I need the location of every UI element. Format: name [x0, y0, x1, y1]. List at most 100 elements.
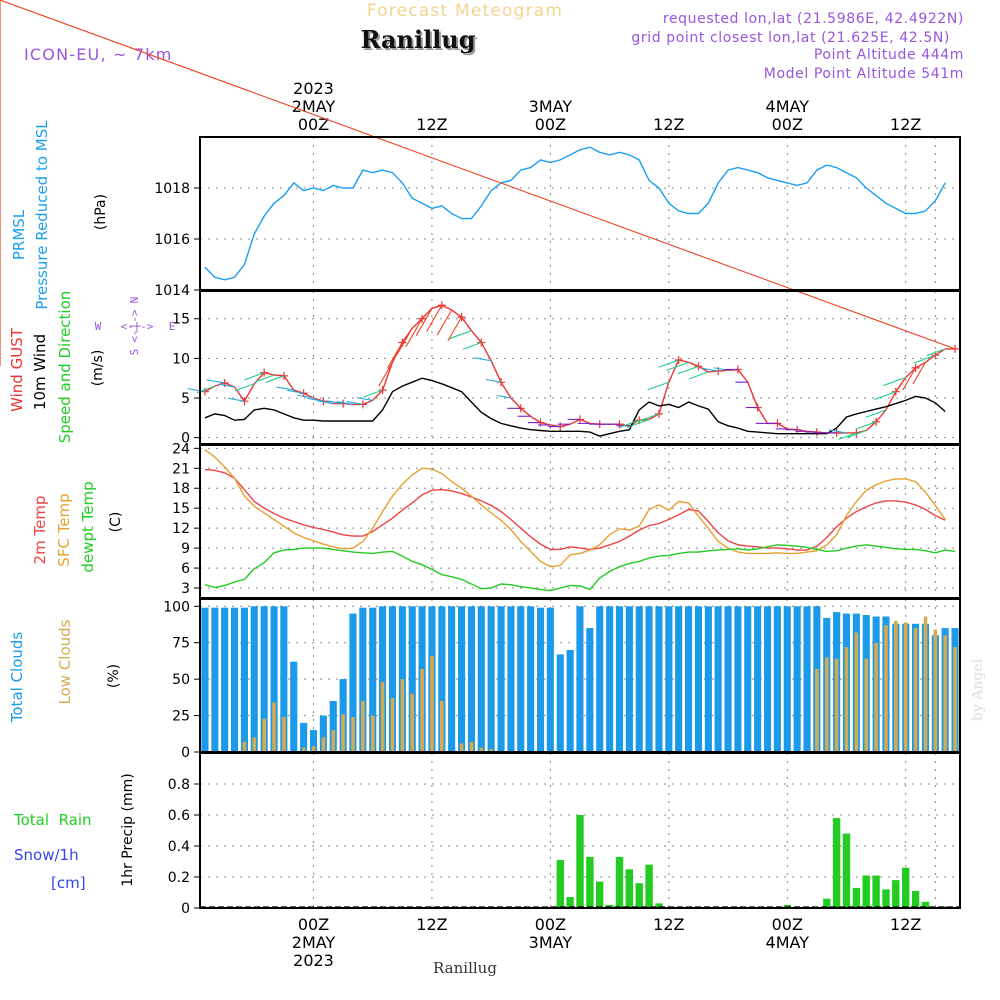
wind-arrow [626, 418, 650, 428]
wind-arrow [447, 316, 463, 342]
total-cloud-bar [764, 606, 772, 752]
wind-arrow [227, 397, 245, 402]
bottom-time-label: 4MAY [766, 933, 810, 952]
top-time-label: 2MAY [292, 97, 336, 116]
wind-arrow [218, 383, 235, 388]
bottom-time-label: 00Z [772, 915, 803, 934]
prmsl-desc-label: Pressure Reduced to MSL [33, 120, 51, 310]
prmsl-unit-label: (hPa) [93, 194, 109, 230]
total-cloud-bar [359, 607, 367, 752]
compass-vertical-arrows: <-|-> [128, 309, 141, 342]
total-cloud-bar [586, 628, 594, 752]
low-cloud-bar [321, 737, 326, 752]
low-cloud-bar [420, 668, 424, 752]
low-clouds-label: Low Clouds [56, 619, 74, 704]
y-tick-label: 15 [172, 312, 190, 328]
total-clouds-label: Total Clouds [8, 632, 26, 724]
bottom-time-label: 2MAY [292, 933, 336, 952]
point-altitude: Point Altitude 444m [814, 47, 964, 63]
total-cloud-bar [448, 606, 456, 752]
snow-unit-label: [cm] [51, 874, 86, 892]
bottom-time-label: 00Z [298, 915, 329, 934]
model-altitude: Model Point Altitude 541m [764, 66, 964, 82]
total-cloud-bar [260, 606, 268, 752]
total-cloud-bar [566, 650, 574, 752]
total-cloud-bar [685, 606, 693, 752]
gust-marker [477, 338, 486, 347]
compass-arrows: <-|-> [120, 320, 153, 333]
low-cloud-bar [430, 655, 434, 752]
total-rain-label: Total Rain [13, 811, 92, 829]
wind10m-label: 10m Wind [31, 334, 49, 410]
total-cloud-bar [388, 606, 396, 752]
total-cloud-bar [319, 715, 327, 752]
low-cloud-bar [933, 629, 938, 752]
wind-arrow [426, 304, 443, 332]
low-cloud-bar [479, 747, 484, 752]
wind-arrow [276, 386, 294, 391]
panel-frame [199, 136, 961, 291]
low-cloud-bar [469, 741, 474, 752]
total-cloud-bar [694, 606, 702, 752]
wind-arrow [847, 430, 867, 438]
low-cloud-bar [282, 717, 286, 752]
total-cloud-bar [438, 606, 446, 752]
low-cloud-bar [825, 657, 829, 752]
gust-marker [418, 314, 427, 323]
temp2m-line [204, 468, 946, 551]
total-cloud-bar [221, 607, 229, 752]
wind-arrow [387, 342, 403, 369]
precip-unit-label: 1hr Precip (mm) [120, 773, 136, 886]
total-cloud-bar [793, 606, 801, 752]
y-tick-label: 0.2 [168, 870, 190, 886]
low-cloud-bar [400, 679, 405, 752]
y-tick-label: 1018 [154, 181, 190, 197]
y-tick-label: 0.8 [168, 777, 190, 793]
y-tick-label: 12 [172, 521, 190, 537]
snow-label: Snow/1h [14, 846, 79, 864]
wind-arrow [474, 357, 492, 362]
wind-arrow [882, 376, 906, 387]
y-tick-label: 5 [181, 391, 190, 407]
y-tick-label: 1014 [154, 283, 190, 299]
footer-station: Ranillug [433, 959, 497, 977]
y-tick-label: 0 [181, 901, 190, 917]
total-cloud-bar [635, 606, 643, 752]
wind-arrow [244, 372, 265, 381]
rain-bar [566, 897, 574, 908]
y-tick-label: 0.4 [168, 839, 190, 855]
top-time-label: 00Z [772, 115, 803, 134]
top-time-label: 2023 [293, 79, 334, 98]
prmsl-label: PRMSL [10, 209, 28, 260]
wind-arrow [234, 383, 255, 392]
wind-arrow [346, 400, 363, 405]
compass-south: S [128, 349, 141, 356]
wind-arrow [496, 394, 512, 399]
rain-bar [921, 901, 930, 908]
rain-bar [832, 818, 841, 908]
y-tick-label: 50 [172, 672, 190, 688]
low-cloud-bar [440, 701, 444, 752]
total-cloud-bar [783, 606, 791, 752]
wind-arrow [666, 361, 689, 371]
low-cloud-bar [272, 702, 276, 752]
rain-bar [576, 815, 584, 908]
rain-bar [911, 891, 920, 908]
y-tick-label: 21 [172, 461, 190, 477]
wind-arrow [356, 397, 373, 401]
low-cloud-bar [380, 682, 385, 752]
total-cloud-bar [290, 661, 298, 752]
low-cloud-bar [894, 620, 898, 752]
rain-bar [625, 869, 633, 909]
wind-arrow [449, 330, 472, 340]
gust-line [204, 304, 956, 434]
chart-panels: 1014101610180510153691215182124025507510… [0, 0, 961, 917]
total-cloud-bar [497, 606, 505, 752]
total-cloud-bar [527, 606, 535, 752]
low-cloud-bar [361, 701, 365, 752]
total-cloud-bar [379, 606, 387, 752]
low-cloud-bar [854, 632, 859, 752]
total-cloud-bar [803, 606, 811, 752]
y-tick-label: 0 [181, 431, 190, 447]
top-time-label: 3MAY [529, 97, 573, 116]
